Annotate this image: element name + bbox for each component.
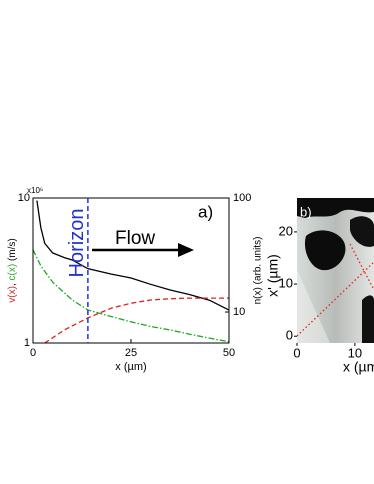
y-tick-label: 0 [286, 328, 293, 343]
x-axis-label: x (µm) [115, 361, 146, 373]
cut-line [297, 261, 374, 337]
y-axis-label-part: , [7, 280, 18, 286]
y-axis-label-part: c(x) [7, 264, 18, 281]
x-tick-label: 0 [293, 345, 300, 360]
data-line [36, 200, 230, 311]
x-tick-label: 50 [223, 347, 235, 359]
y-axis-label-part: v(x) [7, 286, 18, 303]
x-tick-label: 0 [30, 347, 36, 359]
y2-tick-label: 10 [233, 306, 245, 318]
y-multiplier: x10⁶ [27, 186, 43, 195]
data-line [32, 249, 230, 343]
y-axis-label-part: (m/s) [7, 238, 18, 264]
image-blob [297, 198, 374, 218]
y-tick-label: 10 [279, 275, 293, 290]
y-tick-label: 20 [279, 223, 293, 238]
image-blob [304, 230, 346, 271]
panel-label: b) [300, 204, 312, 219]
flow-arrowhead [178, 243, 194, 257]
y-axis-label: x' (µm) [265, 254, 281, 297]
y-tick-label: 10 [18, 192, 30, 204]
data-line [44, 297, 229, 344]
image-blob [362, 295, 374, 343]
image-blob [350, 216, 374, 247]
x-tick-label: 10 [348, 345, 362, 360]
cut-line [349, 243, 374, 291]
x-axis-label: x (µm) [343, 359, 374, 375]
y2-axis-label: n(x) (arb. units) [253, 237, 264, 305]
horizon-label: Horizon [66, 209, 88, 278]
panel-label: a) [198, 202, 213, 221]
image-panel [297, 198, 374, 343]
flow-label: Flow [115, 228, 155, 249]
image-streak [297, 270, 330, 343]
y-tick-label: 1 [24, 337, 30, 349]
y2-tick-label: 100 [233, 192, 251, 204]
x-tick-label: 25 [125, 347, 137, 359]
y-axis-label: v(x), c(x) (m/s) [7, 238, 18, 302]
